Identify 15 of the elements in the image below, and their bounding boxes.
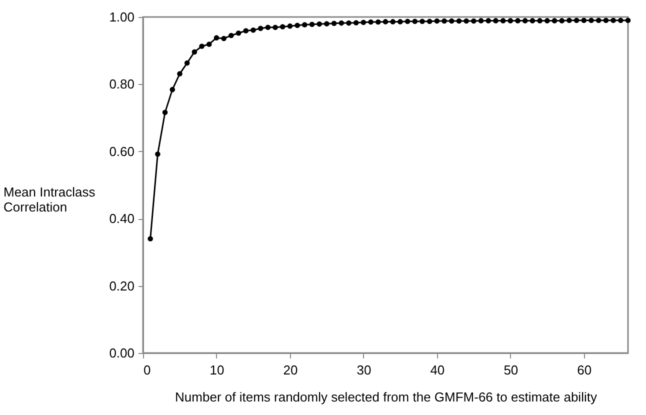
y-tick-label: 0.20 bbox=[109, 278, 134, 294]
y-axis-title: Mean Intraclass Correlation bbox=[4, 184, 96, 214]
x-axis-title: Number of items randomly selected from the GMFM-66 to estimate ability bbox=[175, 390, 598, 404]
x-tick-label: 50 bbox=[504, 362, 518, 378]
y-tick-label: 0.60 bbox=[109, 144, 134, 159]
x-tick-label: 20 bbox=[283, 362, 298, 378]
y-tick-label: 0.00 bbox=[109, 346, 134, 360]
y-tick-label: 0.80 bbox=[109, 76, 134, 92]
x-tick-label: 10 bbox=[210, 362, 224, 378]
x-tick-label: 30 bbox=[356, 362, 372, 378]
y-tick-label: 0.40 bbox=[109, 211, 134, 226]
x-tick-label: 60 bbox=[577, 362, 592, 378]
y-tick-label: 1.00 bbox=[109, 10, 134, 24]
x-tick-label: 0 bbox=[144, 362, 151, 378]
x-tick-label: 40 bbox=[430, 362, 445, 378]
